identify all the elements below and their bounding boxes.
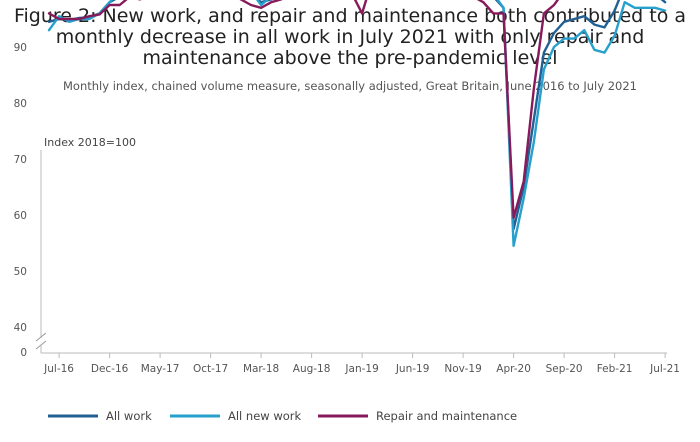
- series-line-all-work: [47, 0, 667, 231]
- y-tick-label: 80: [14, 98, 27, 110]
- y-axis-label: Index 2018=100: [44, 136, 136, 149]
- y-tick-label: 40: [14, 322, 27, 334]
- chart-title: Figure 2: New work, and repair and maint…: [13, 5, 687, 69]
- series-lines: [47, 0, 667, 248]
- y-tick-label: 90: [14, 42, 27, 54]
- x-tick-label: Aug-18: [293, 363, 331, 375]
- x-tick-label: Jun-19: [395, 363, 430, 375]
- legend-label: All new work: [228, 409, 302, 423]
- x-tick-label: Oct-17: [193, 363, 228, 375]
- x-tick-label: Jan-19: [344, 363, 378, 375]
- x-tick-label: Jul-16: [43, 363, 74, 375]
- x-tick-label: Dec-16: [91, 363, 129, 375]
- x-tick-label: Jul-21: [649, 363, 680, 375]
- legend-label: All work: [106, 409, 152, 423]
- y-tick-label: 60: [14, 210, 27, 222]
- x-tick-label: May-17: [141, 363, 180, 375]
- series-line-all-new-work: [47, 0, 667, 248]
- axis-break-mark: [35, 332, 47, 342]
- axes: Index 2018=1000405060708090100110120Jul-…: [14, 42, 680, 375]
- y-tick-label: 0: [20, 347, 27, 359]
- x-tick-label: Feb-21: [597, 363, 633, 375]
- axis-break-mark: [35, 340, 47, 350]
- legend-label: Repair and maintenance: [376, 409, 517, 423]
- series-line-repair-and-maintenance: [47, 0, 560, 220]
- x-tick-label: Mar-18: [243, 363, 279, 375]
- x-tick-label: Nov-19: [444, 363, 481, 375]
- chart-subtitle: Monthly index, chained volume measure, s…: [63, 79, 637, 93]
- y-tick-label: 70: [14, 154, 27, 166]
- legend: All work All new work Repair and maintenan…: [48, 409, 517, 423]
- x-tick-label: Sep-20: [546, 363, 583, 375]
- y-tick-label: 50: [14, 266, 27, 278]
- x-tick-label: Apr-20: [496, 363, 531, 375]
